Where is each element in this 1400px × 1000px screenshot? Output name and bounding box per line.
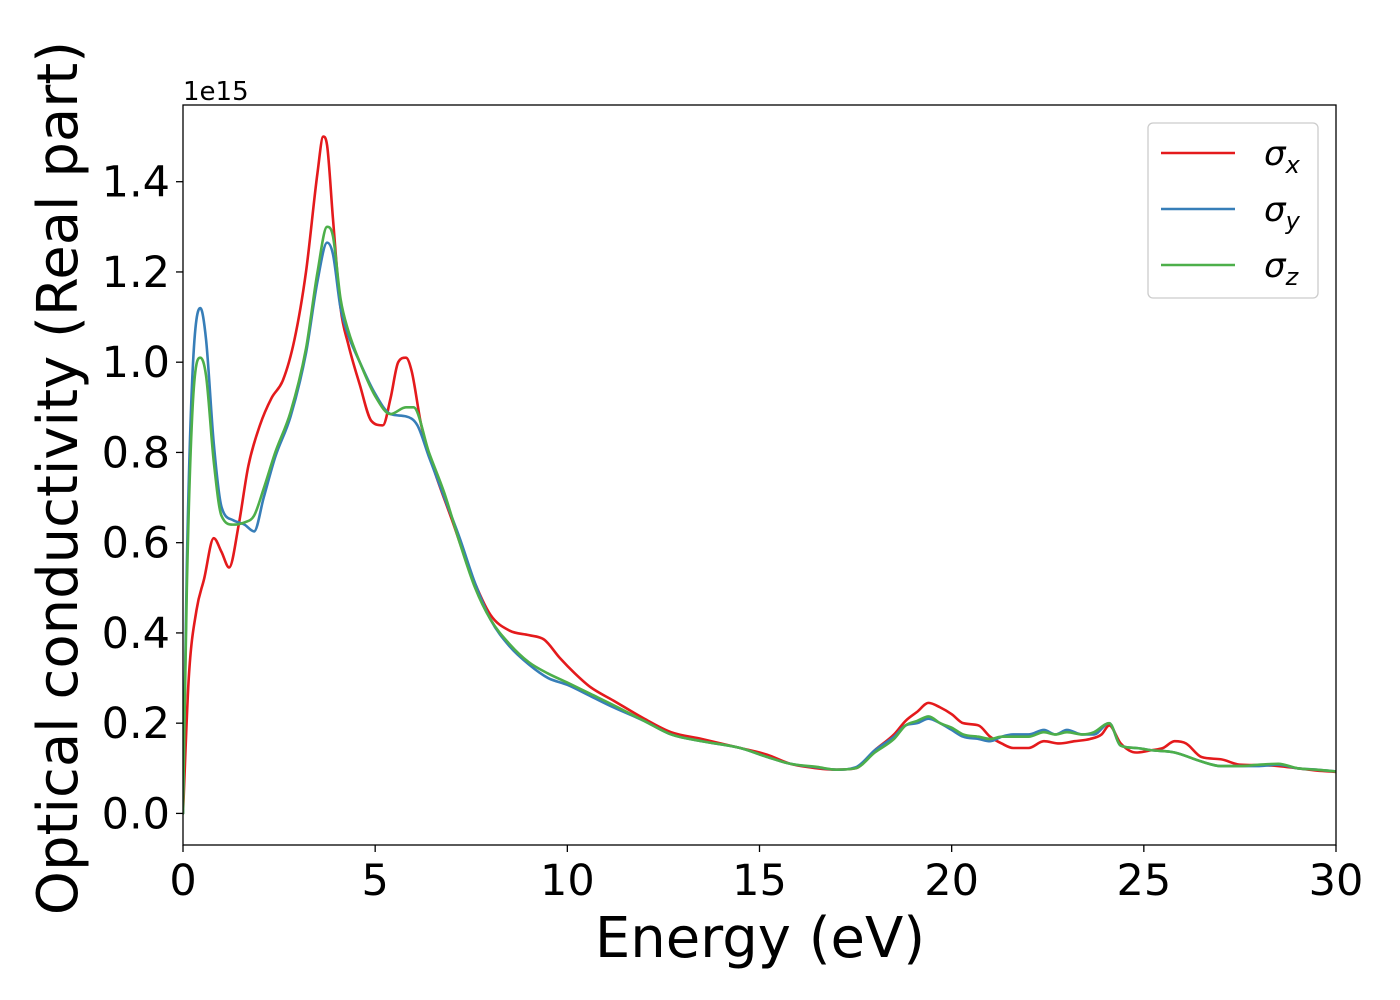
- plot-area: [183, 135, 1336, 815]
- x-tick-label: 5: [361, 856, 388, 906]
- y-tick-label: 0.4: [102, 609, 170, 659]
- legend-label-y: σy: [1264, 190, 1301, 235]
- x-tick-label: 20: [924, 856, 979, 906]
- legend-label-x: σx: [1264, 134, 1301, 179]
- x-tick-label: 30: [1309, 856, 1364, 906]
- y-tick-label: 0.0: [102, 789, 170, 839]
- axes: 0 5 10 15 20 25 30 0.0 0.2 0.4 0.6 0.8 1.0 1.2 1.4: [102, 104, 1364, 906]
- series-line-z: [183, 225, 1336, 815]
- legend-label-z: σz: [1264, 246, 1300, 291]
- legend: σx σy σz: [1147, 122, 1319, 299]
- legend-box: [1147, 122, 1319, 299]
- y-axis-label: Optical conductivity (Real part): [26, 41, 91, 915]
- y-tick-label: 1.4: [102, 158, 170, 208]
- x-tick-label: 10: [540, 856, 595, 906]
- series-lines: [183, 135, 1336, 815]
- y-tick-label: 0.2: [102, 699, 170, 749]
- y-tick-label: 0.6: [102, 519, 170, 569]
- x-tick-label: 0: [169, 856, 196, 906]
- x-tick-label: 25: [1116, 856, 1171, 906]
- y-tick-label: 0.8: [102, 428, 170, 478]
- y-tick-label: 1.0: [102, 338, 170, 388]
- y-tick-label: 1.2: [102, 248, 170, 298]
- y-offset-label: 1e15: [183, 77, 249, 107]
- x-axis-label: Energy (eV): [595, 906, 925, 971]
- x-tick-label: 15: [732, 856, 787, 906]
